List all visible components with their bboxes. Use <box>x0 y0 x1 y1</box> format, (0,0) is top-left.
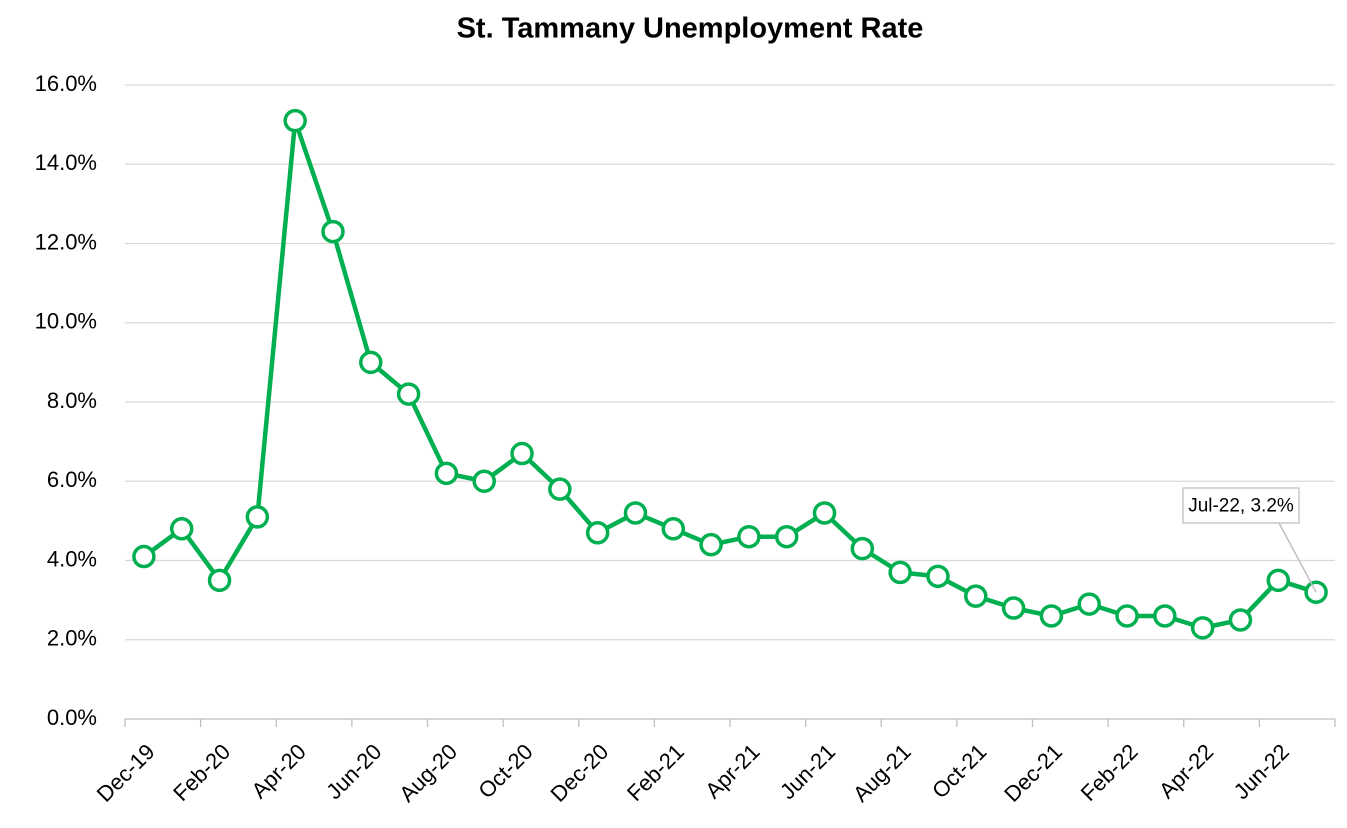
x-tick-label: Dec-21 <box>999 739 1067 807</box>
x-tick-label: Aug-20 <box>394 739 462 807</box>
marker <box>623 501 648 525</box>
annotation-box <box>1182 487 1300 524</box>
x-tick-label: Apr-22 <box>1154 739 1218 803</box>
marker <box>245 505 270 529</box>
leader-line <box>1278 522 1317 593</box>
annotation: Jul-22, 3.2% <box>1188 496 1294 517</box>
x-tick-label: Oct-20 <box>473 739 537 803</box>
marker <box>1039 604 1064 628</box>
marker <box>321 219 345 244</box>
marker <box>169 517 194 541</box>
y-tick-label: 8.0% <box>47 388 97 413</box>
y-tick-label: 4.0% <box>47 546 97 571</box>
x-tick-label: Oct-21 <box>927 739 991 803</box>
marker <box>472 469 496 493</box>
marker <box>661 517 686 541</box>
x-tick-label: Aug-21 <box>848 739 916 807</box>
marker <box>850 536 875 561</box>
marker <box>434 461 459 486</box>
marker <box>1153 604 1177 628</box>
marker <box>585 521 610 545</box>
x-tick-label: Jun-22 <box>1229 739 1294 804</box>
marker <box>699 532 723 557</box>
x-tick-label: Jun-20 <box>321 739 386 804</box>
x-tick-label: Dec-20 <box>545 739 613 807</box>
marker <box>737 524 761 549</box>
marker <box>283 108 307 133</box>
marker <box>1077 592 1101 616</box>
marker <box>1266 568 1291 593</box>
marker <box>926 564 950 589</box>
line <box>142 118 1317 631</box>
marker <box>888 560 912 585</box>
marker <box>812 501 837 525</box>
marker <box>510 441 534 466</box>
marker <box>359 350 383 375</box>
x-tick-label: Feb-22 <box>1076 739 1143 806</box>
x-tick-label: Apr-20 <box>246 739 310 803</box>
chart-title: St. Tammany Unemployment Rate <box>457 13 924 45</box>
x-tick-label: Feb-20 <box>168 739 235 806</box>
y-tick-label: 0.0% <box>47 705 97 730</box>
x-tick-label: Jun-21 <box>775 739 840 804</box>
marker <box>396 382 421 406</box>
marker <box>964 584 988 608</box>
x-tick-label: Feb-21 <box>622 739 689 806</box>
y-tick-label: 16.0% <box>35 71 97 96</box>
x-tick-label: Apr-21 <box>700 739 764 803</box>
y-tick-label: 12.0% <box>35 229 97 254</box>
marker <box>207 568 232 593</box>
marker <box>548 477 572 501</box>
y-tick-label: 14.0% <box>35 150 97 175</box>
marker <box>132 544 156 569</box>
y-tick-label: 6.0% <box>47 467 97 492</box>
y-tick-label: 2.0% <box>47 626 97 651</box>
marker <box>1228 608 1253 632</box>
marker <box>1115 604 1139 628</box>
marker <box>774 524 799 549</box>
marker <box>1190 616 1215 640</box>
y-tick-label: 10.0% <box>35 309 97 334</box>
x-tick-label: Dec-19 <box>92 739 160 807</box>
marker <box>1001 596 1026 620</box>
